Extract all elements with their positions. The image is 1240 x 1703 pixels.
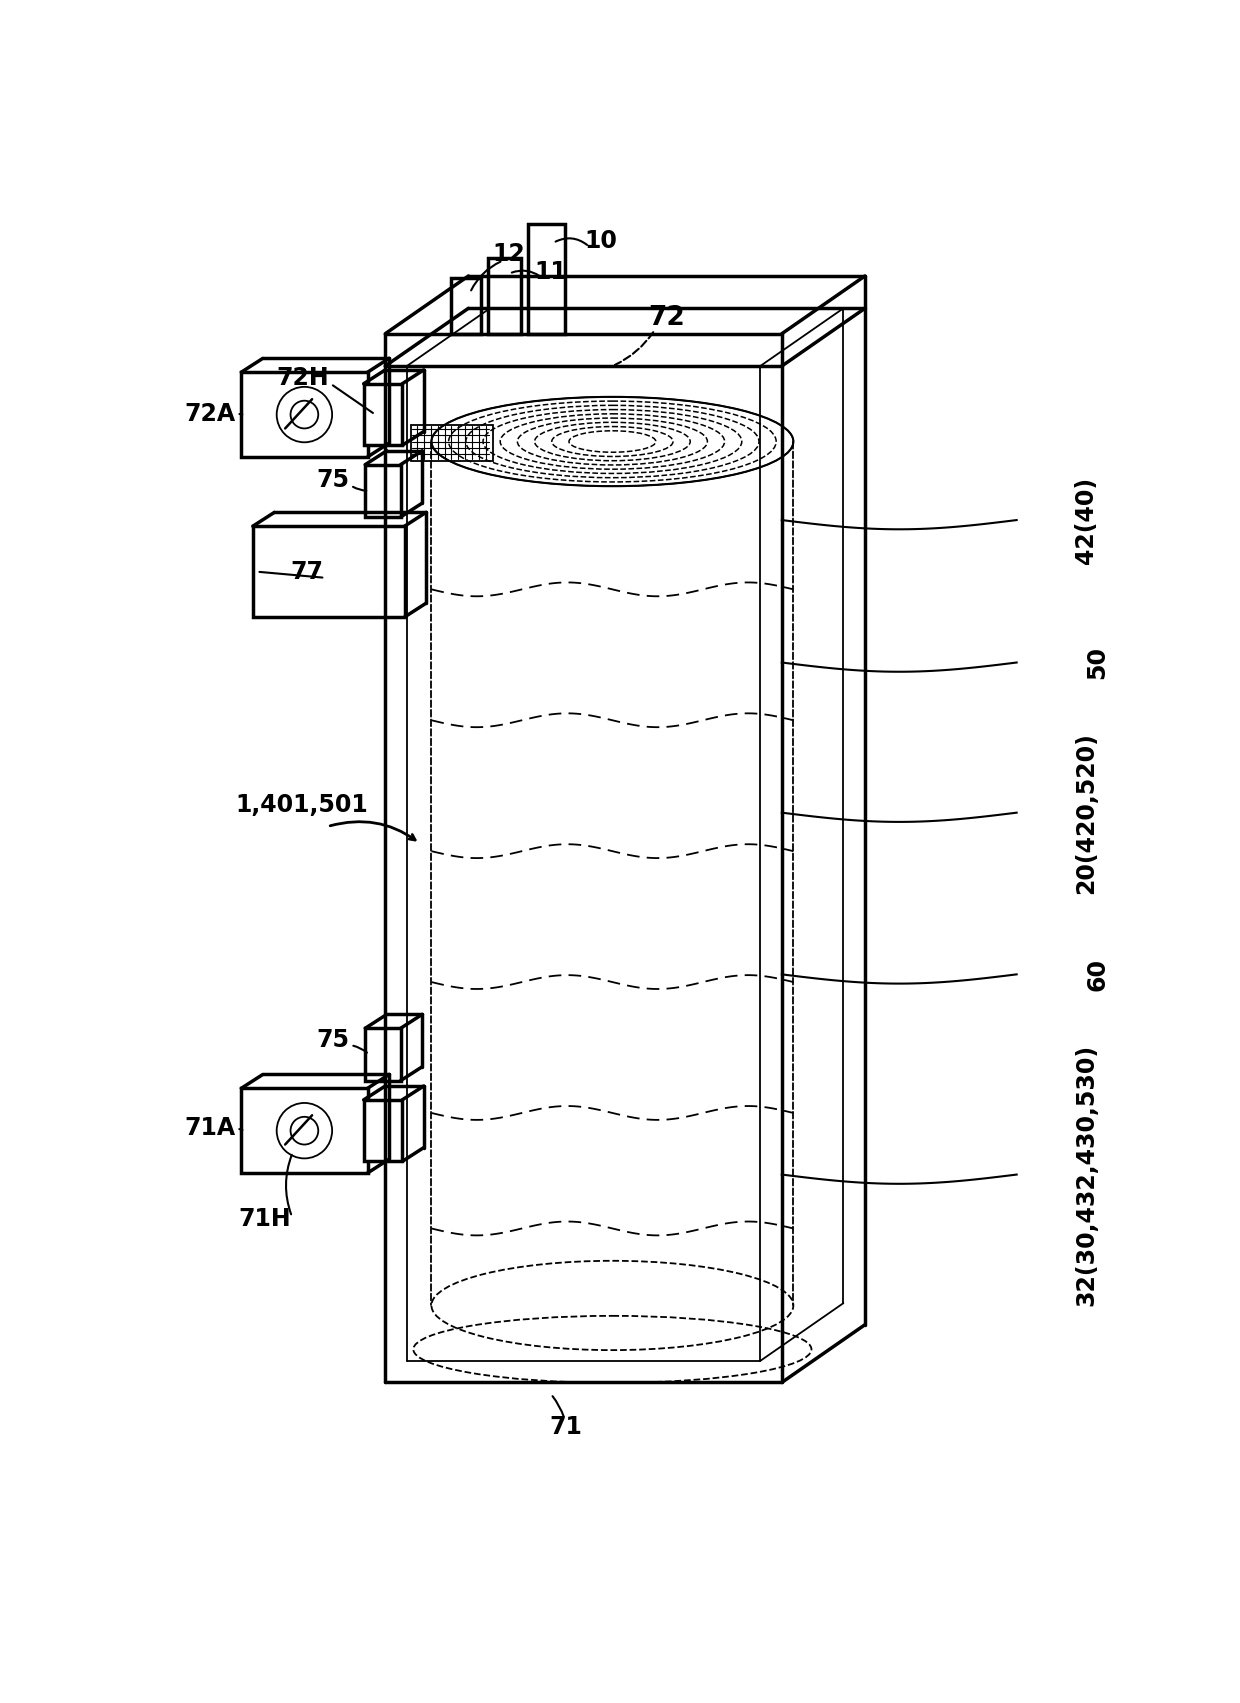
- Circle shape: [290, 400, 319, 429]
- Text: 60: 60: [1085, 957, 1110, 991]
- Text: 42(40): 42(40): [1074, 477, 1097, 564]
- Bar: [363, 1100, 402, 1161]
- Bar: [366, 1029, 401, 1081]
- Bar: [253, 526, 404, 616]
- Text: 11: 11: [534, 261, 567, 284]
- Text: 72A: 72A: [184, 402, 236, 426]
- Circle shape: [290, 1117, 319, 1144]
- Text: 10: 10: [584, 230, 618, 254]
- Bar: [366, 465, 401, 518]
- Bar: [489, 259, 521, 334]
- Text: 12: 12: [492, 242, 525, 266]
- Text: 1,401,501: 1,401,501: [236, 794, 368, 817]
- Bar: [242, 1088, 367, 1173]
- Bar: [363, 383, 402, 446]
- Bar: [242, 373, 367, 456]
- Text: 72: 72: [649, 305, 684, 332]
- Circle shape: [277, 387, 332, 443]
- Text: 71: 71: [549, 1415, 583, 1439]
- Bar: [410, 424, 494, 462]
- Circle shape: [277, 1104, 332, 1158]
- Text: 71A: 71A: [184, 1117, 236, 1141]
- Text: 72H: 72H: [277, 366, 329, 390]
- Text: 50: 50: [1085, 645, 1110, 679]
- Text: 75: 75: [316, 1029, 350, 1052]
- Bar: [451, 278, 481, 334]
- Text: 71H: 71H: [238, 1207, 290, 1231]
- Text: 20(420,520): 20(420,520): [1074, 732, 1097, 894]
- Text: 32(30,432,430,530): 32(30,432,430,530): [1074, 1044, 1097, 1306]
- Text: 77: 77: [290, 560, 324, 584]
- Bar: [528, 223, 565, 334]
- Text: 75: 75: [316, 468, 350, 492]
